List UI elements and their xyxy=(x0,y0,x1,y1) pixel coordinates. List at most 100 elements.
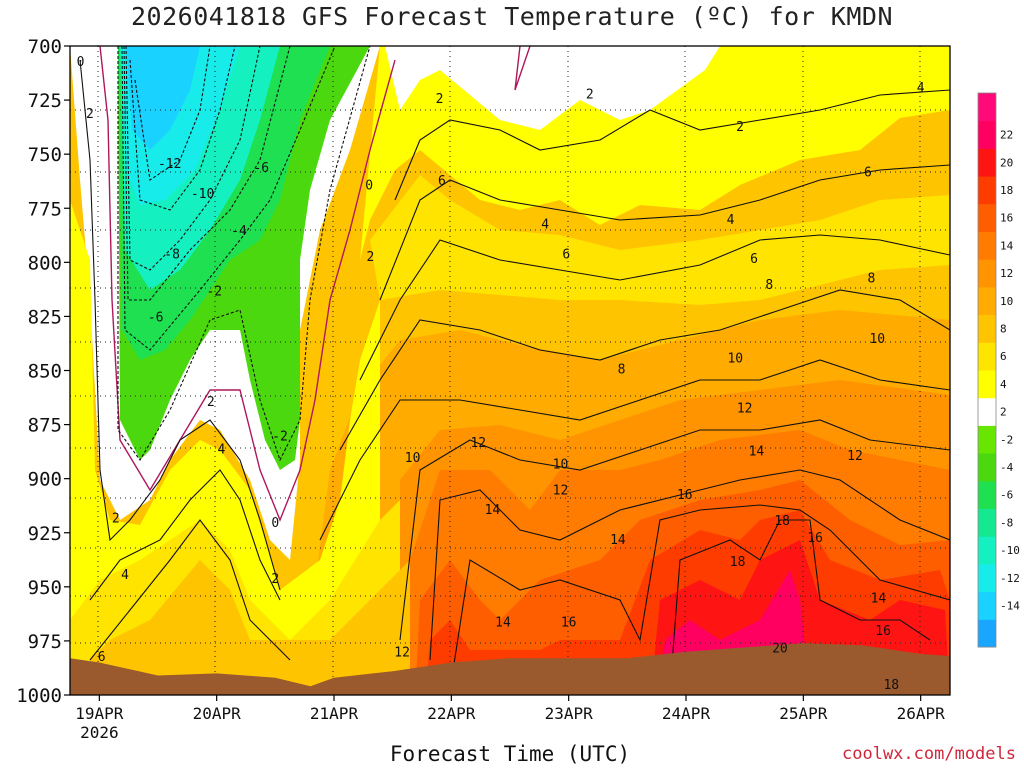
contour-line-2a xyxy=(394,89,950,201)
contour-label: 0 xyxy=(77,55,85,70)
contour-line-6b xyxy=(89,519,291,661)
x-tick-label: 19APR xyxy=(75,704,124,723)
x-tick-label: 21APR xyxy=(310,704,359,723)
contour-label: 10 xyxy=(553,458,569,473)
x-tick-label: 25APR xyxy=(779,704,828,723)
colorbar-label: -8 xyxy=(1000,516,1013,529)
band-amber-low xyxy=(70,560,410,695)
y-tick-label: 1000 xyxy=(16,685,62,707)
colorbar-swatch xyxy=(978,203,996,232)
contour-label: -12 xyxy=(158,157,181,172)
contour-label: 2 xyxy=(366,250,374,265)
x-tick-label: 24APR xyxy=(662,704,711,723)
contour-line-4b xyxy=(89,469,281,601)
contour-label: 20 xyxy=(772,641,788,656)
contour-line-6a xyxy=(359,234,950,381)
x-axis-title: Forecast Time (UTC) xyxy=(389,742,631,766)
x-tick-label: 23APR xyxy=(545,704,594,723)
y-axis: 700 725 750 775 800 825 850 875 900 925 950 975 1000 xyxy=(16,36,70,707)
colorbar-label: -6 xyxy=(1000,489,1013,502)
y-tick-label: 800 xyxy=(28,252,62,274)
colorbar-swatch xyxy=(978,619,996,648)
contour-label: 12 xyxy=(847,449,863,464)
colorbar-swatch xyxy=(978,591,996,620)
colorbar-swatch xyxy=(978,259,996,288)
contour-label: -2 xyxy=(206,285,222,300)
contour-label: 16 xyxy=(807,531,823,546)
colorbar-swatch xyxy=(978,370,996,399)
contour-label: 12 xyxy=(470,436,486,451)
band-white-cap xyxy=(385,46,720,130)
colorbar-swatch xyxy=(978,453,996,482)
colorbar-swatch xyxy=(978,176,996,205)
colorbar-label: -10 xyxy=(1000,544,1020,557)
contour-line-neg4 xyxy=(121,46,336,351)
contour-line-freezing-2 xyxy=(514,46,531,91)
y-tick-label: 950 xyxy=(28,577,62,599)
colorbar-label: 4 xyxy=(1000,378,1007,391)
contour-line-12a xyxy=(399,419,950,641)
colorbar-swatch xyxy=(978,93,996,122)
contour-line-8a xyxy=(339,289,950,451)
y-tick-label: 975 xyxy=(28,631,62,653)
contour-label: 8 xyxy=(618,362,626,377)
colorbar-label: 18 xyxy=(1000,184,1013,197)
contour-line-18a xyxy=(669,519,931,691)
contour-label: 6 xyxy=(438,174,446,189)
contour-label: 6 xyxy=(750,252,758,267)
colorbar-swatch xyxy=(978,231,996,260)
contour-label: 4 xyxy=(541,217,549,232)
contour-lines xyxy=(79,46,950,691)
colorbar-frame xyxy=(977,92,997,648)
temperature-field-bands xyxy=(70,46,950,695)
x-axis: 19APR 20APR 21APR 22APR 23APR 24APR 25APR 26APR… xyxy=(75,695,945,742)
contour-line-freezing xyxy=(99,46,396,522)
colorbar-swatch xyxy=(978,508,996,537)
colorbar-swatch xyxy=(978,314,996,343)
x-year-label: 2026 xyxy=(80,723,119,742)
contour-label: 14 xyxy=(610,533,626,548)
contour-label: 4 xyxy=(121,568,129,583)
y-tick-label: 700 xyxy=(28,36,62,58)
contour-label: 2 xyxy=(436,92,444,107)
contour-label: 16 xyxy=(561,615,577,630)
colorbar-swatch xyxy=(978,536,996,565)
contour-label: -8 xyxy=(164,248,180,263)
contour-label: 8 xyxy=(867,272,875,287)
contour-label: 0 xyxy=(271,516,279,531)
chart-title: 2026041818 GFS Forecast Temperature (ºC)… xyxy=(130,2,893,31)
gridlines xyxy=(70,46,950,695)
contour-label: 16 xyxy=(677,488,693,503)
contour-label: -6 xyxy=(253,161,269,176)
y-tick-label: 775 xyxy=(28,198,62,220)
contour-line-2b xyxy=(79,59,281,591)
colorbar-swatch xyxy=(978,425,996,454)
contour-label: 4 xyxy=(727,213,735,228)
contour-label: 6 xyxy=(98,650,106,665)
contour-label: 2 xyxy=(112,512,120,527)
y-tick-label: 750 xyxy=(28,144,62,166)
contour-label: 2 xyxy=(586,88,594,103)
contour-label: 18 xyxy=(730,555,746,570)
contour-label: 16 xyxy=(875,624,891,639)
contour-label: -10 xyxy=(191,187,214,202)
contour-line-10a xyxy=(319,359,950,541)
contour-label: 10 xyxy=(727,352,743,367)
contour-line-14a xyxy=(429,469,950,661)
contour-label: 8 xyxy=(765,278,773,293)
contour-label: 6 xyxy=(562,248,570,263)
colorbar-swatch xyxy=(978,342,996,371)
colorbar-label: 16 xyxy=(1000,212,1013,225)
colorbar-label: 8 xyxy=(1000,322,1007,335)
colorbar-swatch xyxy=(978,120,996,149)
contour-label: 14 xyxy=(495,615,511,630)
band-sky xyxy=(126,46,200,150)
y-tick-label: 875 xyxy=(28,415,62,437)
contour-label: 14 xyxy=(485,503,501,518)
contour-label: -4 xyxy=(231,224,247,239)
contour-line-4a xyxy=(379,164,950,301)
x-tick-label: 22APR xyxy=(427,704,476,723)
colorbar-label: 12 xyxy=(1000,267,1013,280)
